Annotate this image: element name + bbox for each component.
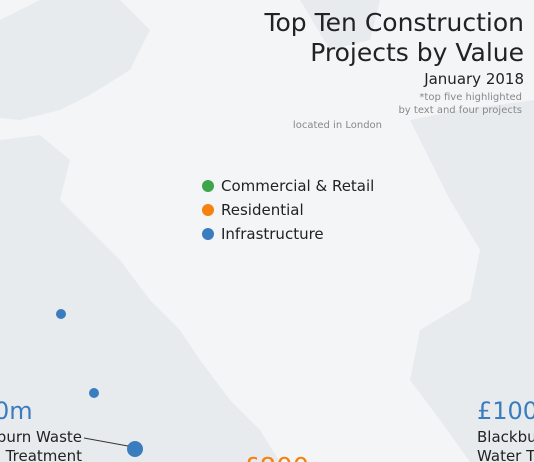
land xyxy=(300,0,380,50)
project-dot xyxy=(89,388,99,398)
project-dot xyxy=(127,441,143,457)
project-dot xyxy=(56,309,66,319)
note: by text and four projects xyxy=(398,105,522,116)
project-value: £100 xyxy=(477,397,534,425)
title: Top Ten Construction xyxy=(263,8,524,37)
legend-swatch xyxy=(202,204,214,216)
legend-swatch xyxy=(202,228,214,240)
project-name: Blackbu xyxy=(477,428,534,446)
legend-label: Commercial & Retail xyxy=(221,177,374,195)
land xyxy=(0,0,150,120)
project-name: burn Waste xyxy=(0,428,82,446)
land xyxy=(0,135,280,462)
legend: Commercial & Retail Residential Infrastruc… xyxy=(202,177,374,243)
legend-swatch xyxy=(202,180,214,192)
project-value: 0m xyxy=(0,397,33,425)
land xyxy=(410,100,534,462)
title: Projects by Value xyxy=(310,38,524,67)
note: located in London xyxy=(293,120,382,131)
legend-label: Residential xyxy=(221,201,304,219)
note: *top five highlighted xyxy=(419,92,522,103)
project-name: Treatment xyxy=(5,447,82,462)
leader-line xyxy=(83,437,129,447)
project-value: £800 xyxy=(243,453,309,462)
legend-label: Infrastructure xyxy=(221,225,324,243)
date: January 2018 xyxy=(423,70,524,88)
project-name: Water T xyxy=(477,447,534,462)
